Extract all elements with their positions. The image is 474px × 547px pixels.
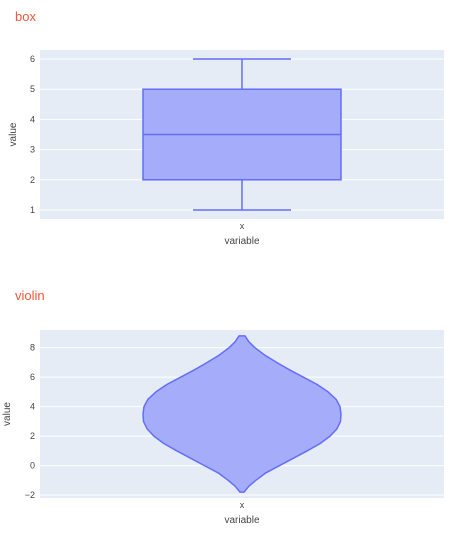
violin-x-axis-title: variable [224,515,259,526]
box-y-tick-label: 3 [30,145,35,155]
box-x-axis-title: variable [224,236,259,247]
box-y-tick-label: 5 [30,84,35,94]
violin-shape [142,335,342,493]
box-chart-title: box [15,9,36,24]
violin-chart-title: violin [15,288,45,303]
violin-y-tick-label: −2 [25,490,35,500]
box-y-axis-title: value [8,122,19,146]
violin-chart: −2 0 2 4 6 8 x variable value [2,330,444,526]
violin-y-tick-label: 6 [30,372,35,382]
violin-y-tick-label: 8 [30,343,35,353]
violin-y-tick-label: 4 [30,402,35,412]
violin-x-tick-label: x [240,500,245,510]
box-chart: 1 2 3 4 5 6 x variable value [8,50,444,247]
box-x-tick-label: x [240,221,245,231]
box-y-tick-label: 1 [30,205,35,215]
violin-y-tick-label: 2 [30,431,35,441]
box-y-tick-label: 2 [30,175,35,185]
box-y-tick-label: 4 [30,114,35,124]
violin-y-tick-label: 0 [30,461,35,471]
box-y-tick-label: 6 [30,54,35,64]
violin-y-axis-title: value [2,402,13,426]
